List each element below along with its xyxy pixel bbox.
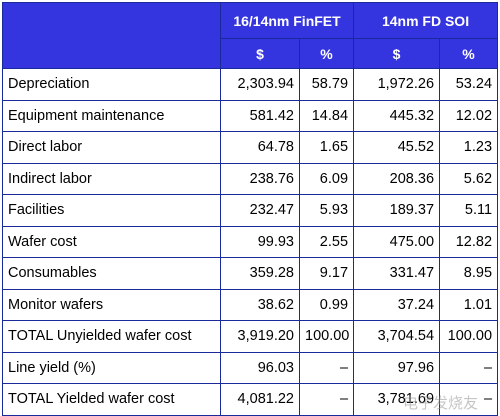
sub-header-percent: % (439, 38, 499, 69)
row-value: 96.03 (220, 351, 300, 384)
table-row: TOTAL Yielded wafer cost 4,081.22–3,781.6… (2, 383, 499, 416)
row-value: 2.55 (298, 225, 355, 258)
row-value: 58.79 (298, 68, 355, 101)
row-value: 0.99 (298, 288, 355, 321)
row-value: 99.93 (220, 225, 300, 258)
row-value: 445.32 (353, 99, 441, 132)
row-value: 581.42 (220, 99, 300, 132)
row-value: 38.62 (220, 288, 300, 321)
table-row: Wafer cost 99.93 2.55 475.00 12.82 (2, 225, 499, 258)
row-value: 3,919.20 (220, 320, 300, 353)
row-label: Facilities (2, 194, 221, 227)
row-value: 45.52 (353, 131, 441, 164)
table-row: Consumables 359.28 9.17 331.47 8.95 (2, 257, 499, 290)
row-value: 100.00 (439, 320, 499, 353)
row-value: 359.28 (220, 257, 300, 290)
row-value: 232.47 (220, 194, 300, 227)
row-value: 12.82 (439, 225, 499, 258)
row-value: 1,972.26 (353, 68, 441, 101)
row-label: Equipment maintenance (2, 99, 221, 132)
row-value: 6.09 (298, 162, 355, 195)
header-blank-cell (2, 2, 221, 69)
row-value: 208.36 (353, 162, 441, 195)
table-row: Indirect labor 238.76 6.09 208.36 5.62 (2, 162, 499, 195)
row-value: 5.11 (439, 194, 499, 227)
row-value: 5.62 (439, 162, 499, 195)
row-value: 4,081.22 (220, 383, 300, 416)
row-label: TOTAL Unyielded wafer cost (2, 320, 221, 353)
table-row: Direct labor 64.78 1.65 45.52 1.23 (2, 131, 499, 164)
row-value: – (298, 351, 355, 384)
row-value: 3,704.54 (353, 320, 441, 353)
row-value: 238.76 (220, 162, 300, 195)
row-label: TOTAL Yielded wafer cost (2, 383, 221, 416)
table-row: Depreciation 2,303.94 58.79 1,972.26 53.24 (2, 68, 499, 101)
row-value: 9.17 (298, 257, 355, 290)
row-value: 14.84 (298, 99, 355, 132)
row-label: Wafer cost (2, 225, 221, 258)
row-label: Depreciation (2, 68, 221, 101)
row-value: 5.93 (298, 194, 355, 227)
row-label: Direct labor (2, 131, 221, 164)
table-row: Equipment maintenance 581.42 14.84 445.32 12… (2, 99, 499, 132)
row-value: 1.01 (439, 288, 499, 321)
row-value: 475.00 (353, 225, 441, 258)
row-value: 53.24 (439, 68, 499, 101)
row-value: – (439, 351, 499, 384)
group-header-row: 16/14nm FinFET 14nm FD SOI (2, 2, 499, 69)
row-value: 2,303.94 (220, 68, 300, 101)
row-value: – (439, 383, 499, 416)
row-label: Indirect labor (2, 162, 221, 195)
group-header-fdsoi: 14nm FD SOI (353, 2, 499, 39)
row-label: Line yield (%) (2, 351, 221, 384)
row-value: – (298, 383, 355, 416)
row-value: 1.23 (439, 131, 499, 164)
row-value: 64.78 (220, 131, 300, 164)
table-row: Line yield (%) 96.03–97.96– (2, 351, 499, 384)
row-value: 12.02 (439, 99, 499, 132)
row-value: 3,781.69 (353, 383, 441, 416)
row-value: 331.47 (353, 257, 441, 290)
sub-header-percent: % (298, 38, 355, 69)
table-row: TOTAL Unyielded wafer cost 3,919.20 100.00… (2, 320, 499, 353)
sub-header-dollar: $ (220, 38, 300, 69)
row-label: Monitor wafers (2, 288, 221, 321)
sub-header-row: $ % $ % (3, 38, 499, 69)
group-header-finfet: 16/14nm FinFET (219, 2, 355, 39)
row-value: 37.24 (353, 288, 441, 321)
row-value: 189.37 (353, 194, 441, 227)
table-row: Facilities 232.47 5.93 189.37 5.11 (2, 194, 499, 227)
row-value: 1.65 (298, 131, 355, 164)
table-row: Monitor wafers 38.62 0.99 37.24 1.01 (2, 288, 499, 321)
row-label: Consumables (2, 257, 221, 290)
row-value: 100.00 (298, 320, 355, 353)
row-value: 97.96 (353, 351, 441, 384)
row-value: 8.95 (439, 257, 499, 290)
sub-header-dollar: $ (353, 38, 441, 69)
